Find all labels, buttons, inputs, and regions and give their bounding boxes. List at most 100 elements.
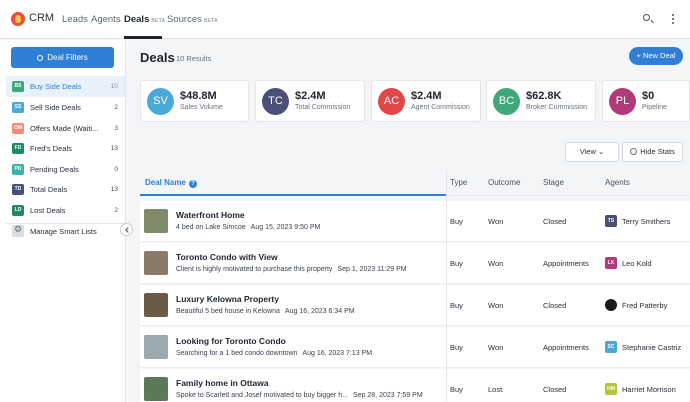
sidebar-divider (6, 223, 125, 224)
brand-name: CRM (29, 12, 55, 24)
table-row[interactable]: Family home in Ottawa Spoke to Scarlett … (140, 369, 690, 402)
deal-title[interactable]: Toronto Condo with View (176, 252, 278, 262)
agent-name[interactable]: Terry Smithers (622, 217, 671, 226)
crm-logo-icon (11, 12, 25, 26)
agent-avatar: HM (605, 383, 617, 395)
active-sort-underline (140, 194, 446, 196)
deal-date: Aug 15, 2023 9:50 PM (250, 224, 321, 231)
eye-off-icon (630, 148, 638, 155)
view-dropdown[interactable]: View ⌄ (565, 142, 619, 162)
sidebar-item-label: Total Deals (30, 185, 68, 194)
sidebar-item-label: Sell Side Deals (30, 103, 81, 112)
results-count: 10 Results (176, 54, 212, 63)
column-header-deal-name[interactable]: Deal Name? (145, 178, 197, 188)
deal-outcome: Won (488, 259, 504, 268)
beta-tag: BETA (151, 18, 166, 24)
sidebar-item-pending-deals[interactable]: PD Pending Deals 0 (6, 159, 125, 180)
new-deal-button[interactable]: + New Deal (629, 47, 683, 65)
property-thumbnail (144, 293, 168, 317)
sidebar-item-label: Lost Deals (30, 206, 66, 215)
agent-name[interactable]: Leo Kold (622, 259, 652, 268)
table-row[interactable]: Toronto Condo with View Client is highly… (140, 243, 690, 284)
agent-name[interactable]: Harriet Morrison (622, 385, 676, 394)
nav-leads[interactable]: Leads (62, 14, 88, 25)
list-badge: LD (12, 205, 24, 216)
stat-label: Pipeline (642, 104, 667, 111)
stat-label: Broker Commission (526, 104, 588, 111)
search-icon[interactable] (642, 13, 654, 25)
column-header-stage[interactable]: Stage (543, 178, 564, 187)
deal-date: Sep 1, 2023 11:29 PM (337, 266, 407, 273)
list-badge: PD (12, 164, 24, 175)
sidebar-item-label: Offers Made (Waiti... (30, 124, 99, 133)
column-header-agents[interactable]: Agents (605, 178, 630, 187)
sidebar-item-count: 2 (114, 207, 118, 214)
stat-label: Total Commission (295, 104, 351, 111)
hide-stats-button[interactable]: Hide Stats (622, 142, 683, 162)
sidebar-item-lost-deals[interactable]: LD Lost Deals 2 (6, 200, 125, 221)
help-icon[interactable]: ? (188, 180, 197, 188)
deal-type: Buy (450, 259, 463, 268)
deal-description: Spoke to Scarlett and Josef motivated to… (176, 392, 423, 399)
agent-avatar: TS (605, 215, 617, 227)
stat-avatar: AC (378, 88, 405, 115)
agent-name[interactable]: Stephanie Castriz (622, 343, 682, 352)
sidebar-item-count: 0 (114, 166, 118, 173)
deal-date: Aug 16, 2023 6:34 PM (284, 308, 355, 315)
list-badge: TD (12, 184, 24, 195)
deal-type: Buy (450, 385, 463, 394)
collapse-sidebar-button[interactable] (120, 223, 133, 236)
deal-title[interactable]: Looking for Toronto Condo (176, 336, 286, 346)
stat-avatar: PL (609, 88, 636, 115)
table-row[interactable]: Looking for Toronto Condo Searching for … (140, 327, 690, 368)
stat-label: Sales Volume (180, 104, 223, 111)
property-thumbnail (144, 335, 168, 359)
nav-deals[interactable]: Deals BETA (124, 14, 166, 25)
sidebar-item-freds-deals[interactable]: FD Fred's Deals 13 (6, 138, 125, 159)
agent-avatar: LK (605, 257, 617, 269)
header-divider (446, 195, 690, 196)
stat-avatar: TC (262, 88, 289, 115)
deal-stage: Appointments (543, 259, 589, 268)
deal-title[interactable]: Waterfront Home (176, 210, 245, 220)
deal-stage: Closed (543, 217, 567, 226)
manage-smart-lists-label: Manage Smart Lists (30, 227, 97, 236)
sidebar-item-buy-side-deals[interactable]: BS Buy Side Deals 10 (6, 76, 125, 97)
stat-label: Agent Commission (411, 104, 470, 111)
table-header: Deal Name? Type Outcome Stage Agents (140, 170, 690, 196)
more-options-icon[interactable] (667, 13, 679, 25)
sidebar-item-total-deals[interactable]: TD Total Deals 13 (6, 179, 125, 200)
deal-stage: Closed (543, 301, 567, 310)
sidebar-item-count: 3 (114, 125, 118, 132)
deal-filters-button[interactable]: Deal Filters (11, 47, 114, 68)
table-row[interactable]: Luxury Kelowna Property Beautiful 5 bed … (140, 285, 690, 326)
sidebar-item-label: Buy Side Deals (30, 82, 82, 91)
stat-value: $48.8M (180, 90, 217, 102)
agent-avatar (605, 299, 617, 311)
column-separator (446, 170, 447, 402)
nav-sources[interactable]: Sources BETA (167, 14, 218, 25)
stat-value: $0 (642, 90, 655, 102)
active-nav-indicator (124, 36, 162, 39)
top-nav: CRM Leads Agents Deals BETA Sources BETA (0, 0, 690, 39)
column-header-outcome[interactable]: Outcome (488, 178, 521, 187)
sidebar-item-offers-made[interactable]: OM Offers Made (Waiti... 3 (6, 118, 125, 139)
beta-tag: BETA (203, 18, 218, 24)
manage-smart-lists[interactable]: Manage Smart Lists (6, 221, 125, 242)
deal-outcome: Won (488, 343, 504, 352)
sidebar-item-label: Pending Deals (30, 165, 79, 174)
deal-type: Buy (450, 217, 463, 226)
stat-card-total-commission: TC $2.4M Total Commission (255, 80, 365, 122)
agent-name[interactable]: Fred Patterby (622, 301, 668, 310)
table-row[interactable]: Waterfront Home 4 bed on Lake Simcoe Aug … (140, 201, 690, 242)
stat-card-sales-volume: SV $48.8M Sales Volume (140, 80, 249, 122)
deal-description: Searching for a 1 bed condo downtown Aug … (176, 350, 373, 357)
sidebar-item-sell-side-deals[interactable]: SS Sell Side Deals 2 (6, 97, 125, 118)
nav-agents[interactable]: Agents (91, 14, 121, 25)
sidebar-item-label: Fred's Deals (30, 144, 72, 153)
deal-outcome: Won (488, 301, 504, 310)
column-header-type[interactable]: Type (450, 178, 468, 187)
stat-value: $2.4M (295, 90, 326, 102)
deal-title[interactable]: Family home in Ottawa (176, 378, 269, 388)
deal-title[interactable]: Luxury Kelowna Property (176, 294, 279, 304)
